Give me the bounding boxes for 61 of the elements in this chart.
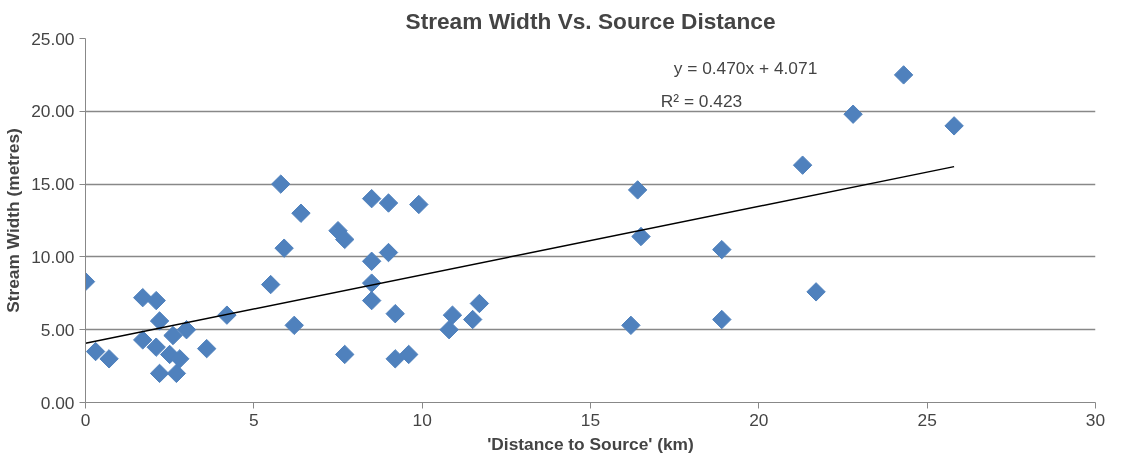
point — [621, 315, 641, 336]
point — [378, 242, 399, 263]
point — [149, 363, 170, 384]
chart-title: Stream Width Vs. Source Distance — [405, 7, 776, 34]
point — [260, 274, 281, 295]
point — [944, 116, 964, 136]
point — [176, 320, 197, 340]
point — [197, 338, 217, 359]
x-tick-label: 15 — [580, 409, 601, 430]
point — [361, 188, 382, 209]
x-tick-label: 0 — [80, 409, 91, 430]
point — [792, 155, 813, 175]
point — [439, 320, 459, 340]
x-tick-label: 30 — [1085, 409, 1106, 430]
point — [335, 229, 355, 250]
point — [385, 349, 405, 369]
point — [271, 174, 291, 194]
y-tick-label: 10.00 — [31, 246, 75, 267]
point — [806, 282, 826, 302]
point — [291, 203, 311, 223]
point — [469, 293, 490, 314]
point — [378, 193, 399, 213]
y-tick-label: 20.00 — [31, 101, 75, 122]
point — [133, 287, 153, 308]
annotation: y = 0.470x + 4.071 — [673, 57, 818, 78]
point — [442, 305, 463, 325]
point — [712, 239, 732, 260]
x-tick-label: 10 — [412, 409, 432, 430]
y-tick-label: 25.00 — [31, 28, 75, 49]
x-tick-label: 20 — [749, 409, 769, 430]
point — [274, 238, 294, 258]
annotation: R² = 0.423 — [660, 90, 743, 111]
point — [99, 349, 119, 369]
point — [85, 341, 106, 362]
y-tick-label: 15.00 — [31, 174, 75, 195]
point — [166, 363, 187, 384]
point — [631, 226, 651, 247]
point — [361, 290, 382, 311]
point — [133, 330, 153, 350]
point — [385, 303, 405, 324]
point — [149, 311, 170, 331]
y-axis-title: Stream Width (metres) — [3, 128, 24, 313]
point — [335, 344, 355, 365]
point — [893, 65, 914, 85]
y-tick-label: 0.00 — [40, 392, 75, 413]
point — [712, 309, 732, 330]
point — [409, 194, 429, 215]
x-tick-label: 25 — [917, 409, 937, 430]
point — [361, 251, 382, 271]
point — [843, 104, 863, 124]
point — [284, 315, 304, 336]
x-axis-title: 'Distance to Source' (km) — [487, 433, 694, 454]
point — [170, 349, 190, 369]
point — [146, 337, 166, 357]
point — [627, 180, 648, 200]
point — [163, 325, 183, 346]
y-tick-label: 5.00 — [40, 319, 75, 340]
x-tick-label: 5 — [249, 409, 259, 430]
point — [399, 344, 419, 365]
point — [146, 290, 166, 311]
point — [462, 309, 483, 330]
